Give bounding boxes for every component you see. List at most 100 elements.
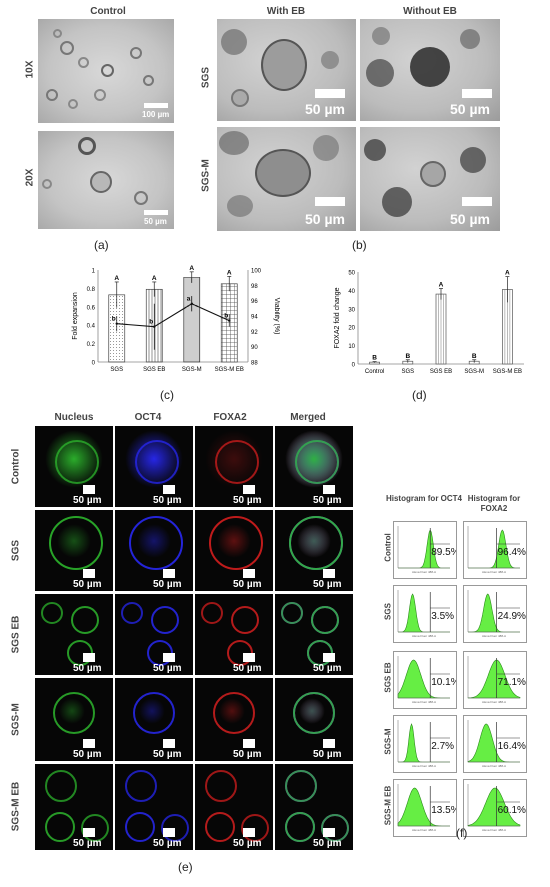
panel-e-label: (e) [178,860,193,874]
category-label: SGS-M [464,369,484,375]
scale-bar-label: 50 µm [313,663,342,674]
panel-a-label: (a) [94,238,109,252]
histogram-axis-caption: Alexa Fluor 488-A [412,570,437,574]
scale-bar [243,739,255,748]
histogram-plot [397,590,450,633]
positive-percentage: 60.1% [497,805,526,816]
panel-f-row-label-control: Control [383,533,393,562]
histogram-plot [467,784,521,827]
viability-line [116,303,230,328]
panel-a-header: Control [90,6,126,17]
right-tick-label: 90 [251,345,258,351]
scale-bar [462,197,492,206]
histogram-plot [397,784,450,827]
scale-bar-label: 50 µm [153,838,182,849]
scale-bar [315,197,345,206]
histogram-axis-caption: Alexa Fluor 488-A [482,700,507,704]
histogram-plot [467,590,520,633]
panel-a-row-label-10x: 10X [24,60,36,79]
y-tick-label: 0 [352,363,356,369]
scale-bar [323,485,335,494]
histogram-axis-caption: Alexa Fluor 488-A [412,700,437,704]
histogram-plot [397,720,450,763]
scale-bar [243,828,255,837]
flow-histogram-sgs-eb-foxa2: 71.1% Alexa Fluor 488-A [463,651,527,709]
scale-bar-label: 50 µm [313,838,342,849]
scale-bar-label: 50 µm [153,663,182,674]
scale-bar [163,485,175,494]
histogram-axis-caption: Alexa Fluor 488-A [482,634,507,638]
panel-e-header-oct4: OCT4 [134,412,162,423]
positive-percentage: 89.5% [431,547,457,558]
fluorescence-image-sgs-eb-oct4: 50 µm [115,594,193,675]
y-tick-label: 10 [348,344,355,350]
panel-d-label: (d) [412,388,427,402]
fluorescence-image-sgs-oct4: 50 µm [115,510,193,591]
left-tick-label: 0 [92,361,96,367]
fluorescence-image-sgs-merged: 50 µm [275,510,353,591]
category-label: Control [365,369,384,375]
category-label: SGS EB [430,369,452,375]
micrograph-sgs-m-with-eb: 50 µm [217,127,356,231]
left-tick-label: 0.6 [87,305,96,311]
panel-b-row-label-sgs: SGS [200,66,212,89]
scale-bar-label: 50 µm [153,579,182,590]
scale-bar-label: 100 µm [142,110,170,119]
bar [183,277,201,363]
histogram-plot [397,656,450,699]
histogram-axis-caption: Alexa Fluor 488-A [412,634,437,638]
significance-letter: A [227,269,232,276]
histogram-axis-caption: Alexa Fluor 488-A [412,764,437,768]
scale-bar [144,103,168,108]
flow-histogram-sgs-foxa2: 24.9% Alexa Fluor 488-A [463,585,527,643]
positive-percentage: 13.5% [431,805,457,816]
histogram-axis-caption: Alexa Fluor 488-A [482,764,507,768]
scale-bar [163,569,175,578]
fluorescence-image-control-merged: 50 µm [275,426,353,507]
panel-f-header-oct4: Histogram for OCT4 [385,494,462,503]
scale-bar [163,828,175,837]
fluorescence-image-sgs-m-eb-foxa2: 50 µm [195,764,273,850]
right-tick-label: 88 [251,361,258,367]
category-label: SGS-M EB [493,369,522,375]
scale-bar [83,739,95,748]
positive-percentage: 71.1% [497,677,526,688]
line-point [228,319,231,322]
left-tick-label: 0.2 [87,342,96,348]
positive-percentage: 96.4% [497,547,526,558]
fluorescence-image-sgs-m-nucleus: 50 µm [35,678,113,761]
y-tick-label: 50 [348,271,355,277]
scale-bar-label: 50 µm [233,663,262,674]
fluorescence-image-sgs-foxa2: 50 µm [195,510,273,591]
panel-e-row-label-sgs-m-eb: SGS-M EB [10,781,22,832]
right-tick-label: 96 [251,299,258,305]
category-label: SGS [401,369,414,375]
line-significance-letter: b [149,319,153,326]
significance-letter: B [405,353,410,360]
significance-letter: A [439,282,444,289]
left-tick-label: 0.8 [87,287,96,293]
panel-e-row-label-sgs: SGS [10,539,22,561]
scale-bar-label: 50 µm [153,495,182,506]
significance-letter: A [152,275,157,282]
flow-histogram-sgs-m-eb-oct4: 13.5% Alexa Fluor 488-A [393,779,457,837]
scale-bar [323,828,335,837]
micrograph-sgs-without-eb: 50 µm [360,19,500,121]
flow-histogram-sgs-m-foxa2: 16.4% Alexa Fluor 488-A [463,715,527,773]
line-significance-letter: a [187,296,191,303]
panel-c-label: (c) [160,388,174,402]
scale-bar-label: 50 µm [73,579,102,590]
histogram-curve [467,659,521,699]
y-axis-title: FOXA2 fold change [334,287,341,348]
scale-bar-label: 50 µm [233,838,262,849]
scale-bar [243,569,255,578]
fluorescence-image-sgs-eb-merged: 50 µm [275,594,353,675]
scale-bar [163,739,175,748]
panel-e-row-label-sgs-eb: SGS EB [10,615,22,653]
significance-letter: A [114,275,119,282]
scale-bar-label: 50 µm [153,749,182,760]
flow-histogram-sgs-m-eb-foxa2: 60.1% Alexa Fluor 488-A [463,779,527,837]
panel-f-label: (f) [456,826,468,840]
significance-letter: A [189,265,194,272]
histogram-plot [467,656,521,699]
